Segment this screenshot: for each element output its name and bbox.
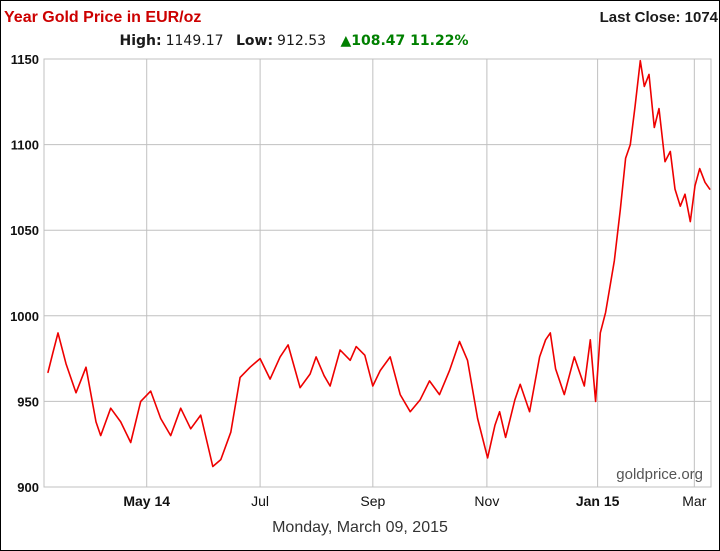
x-tick-label: Mar [682,493,706,509]
plot-border [43,58,712,488]
y-tick-label: 1000 [10,309,39,324]
page-title: Year Gold Price in EUR/oz [4,9,202,26]
change-value: ▲108.47 11.22% [340,33,469,49]
y-tick-label: 1100 [11,138,39,153]
x-tick-label: Sep [360,493,385,509]
low-value: 912.53 [277,33,327,49]
price-chart-svg: 900 950 1000 1050 1100 1150 May 14 Jul Sep Nov Jan… [10,53,712,509]
price-line [47,59,711,468]
high-value: 1149.17 [165,33,224,49]
high-label: High: [119,33,162,49]
footer: Monday, March 09, 2015 [1,515,719,548]
y-tick-label: 1050 [10,223,39,238]
x-tick-label: Jul [251,493,269,509]
date-label: Monday, March 09, 2015 [272,519,448,536]
watermark-label: goldprice.org [616,466,703,483]
x-tick-label: Jan 15 [576,493,620,509]
y-tick-label: 900 [17,480,39,495]
last-close-label: Last Close: 1074 [599,9,718,26]
header: Year Gold Price in EUR/oz Last Close: 10… [1,1,719,33]
x-tick-label: Nov [474,493,499,509]
stats-row: High: 1149.17 Low: 912.53 ▲108.47 11.22% [1,33,719,53]
low-label: Low: [235,33,274,49]
y-tick-label: 1150 [11,53,39,67]
y-tick-label: 950 [17,394,39,409]
x-tick-label: May 14 [123,493,170,509]
